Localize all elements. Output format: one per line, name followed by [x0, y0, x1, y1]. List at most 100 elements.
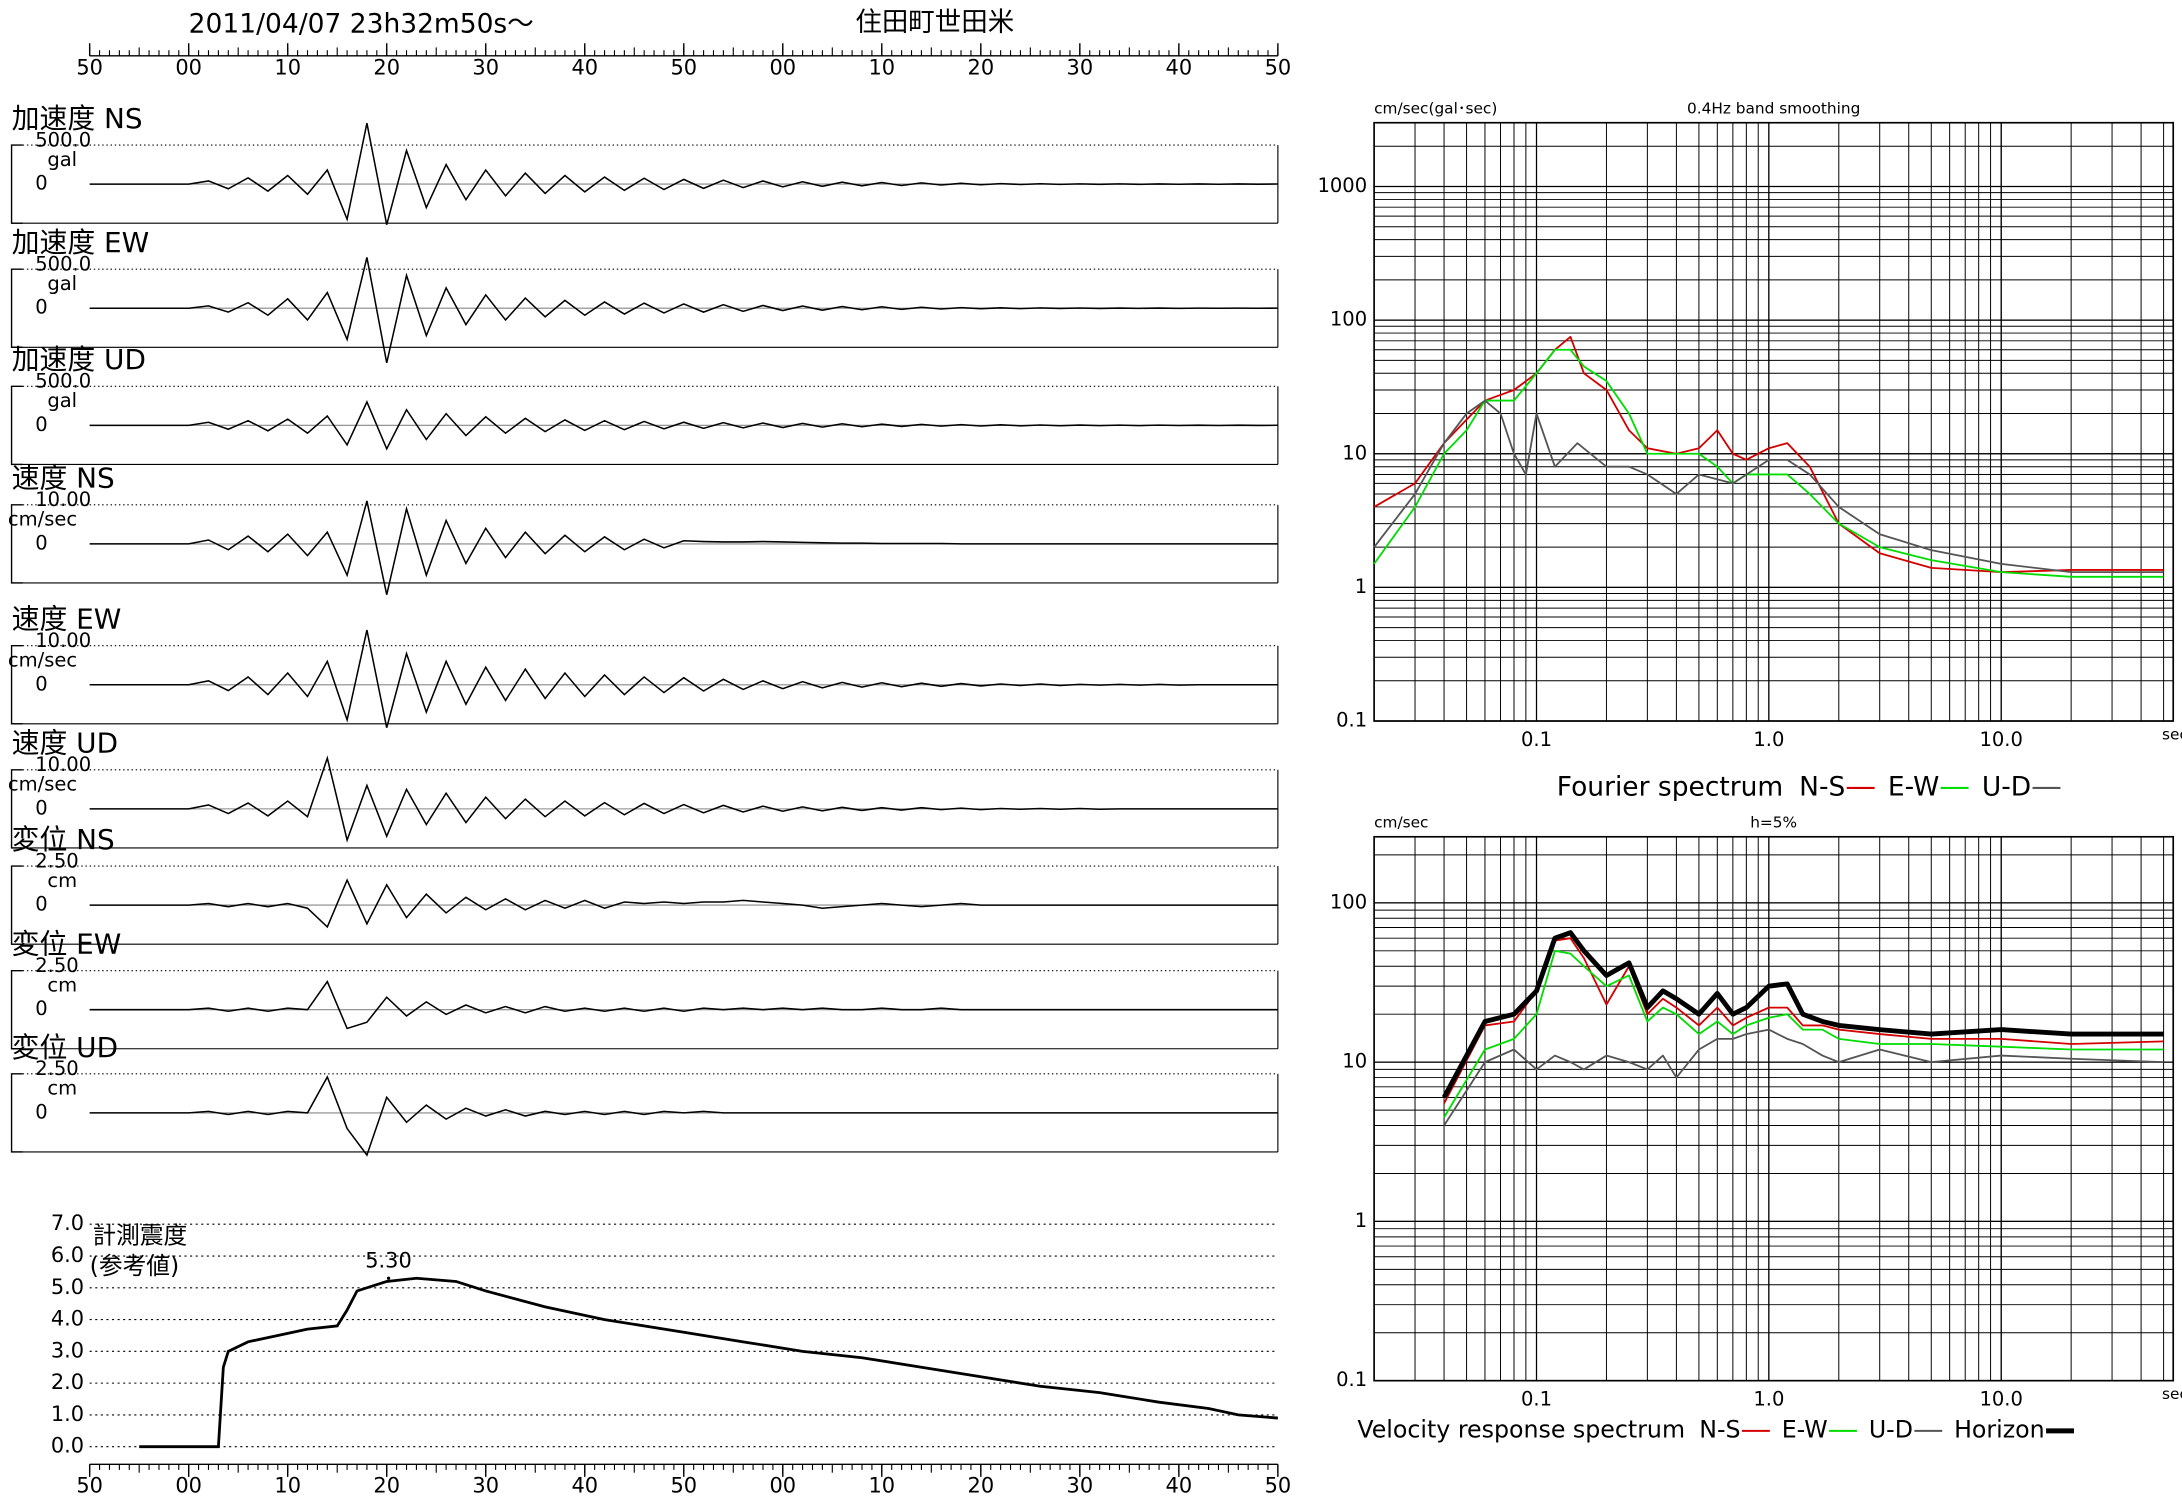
- waveform: [89, 257, 1278, 364]
- record-datetime: 2011/04/07 23h32m50s～: [189, 9, 534, 40]
- legend-label: N-S: [1699, 1415, 1740, 1443]
- y-tick-label: 0: [35, 1100, 47, 1123]
- y-tick-label: 0.0: [51, 1434, 84, 1458]
- spectrum-line: [1441, 930, 2164, 1099]
- x-tick-label: 10: [274, 1474, 301, 1498]
- y-tick-label: 500.0: [35, 252, 91, 275]
- y-tick-label: 0: [35, 172, 47, 195]
- legend-label: N-S: [1799, 771, 1845, 802]
- spectrum-line: [1373, 399, 2164, 574]
- y-tick-label: 2.50: [35, 954, 78, 977]
- x-tick-label: 30: [1067, 1474, 1094, 1498]
- x-tick-label: 40: [571, 55, 598, 79]
- x-tick-label: 0.1: [1521, 728, 1552, 751]
- x-tick-label: 50: [670, 55, 697, 79]
- y-tick-label: 100: [1330, 890, 1367, 913]
- y-tick-label: 5.0: [51, 1275, 84, 1299]
- chart-subtitle: h=5%: [1750, 813, 1797, 831]
- chart-title: 計測震度: [92, 1222, 187, 1250]
- x-tick-label: 50: [670, 1474, 697, 1498]
- waveform: [89, 1075, 1278, 1157]
- spectrum-line: [1443, 1028, 2164, 1127]
- x-tick-label: 00: [175, 1474, 202, 1498]
- legend-title: Velocity response spectrum: [1357, 1415, 1685, 1443]
- panel-unit: cm/sec: [8, 773, 77, 796]
- x-tick-label: 40: [1166, 55, 1193, 79]
- peak-label: 5.30: [365, 1249, 412, 1273]
- x-tick-label: 1.0: [1753, 728, 1784, 751]
- y-tick-label: 0: [35, 531, 47, 554]
- waveform: [89, 500, 1278, 595]
- x-tick-label: 10: [869, 55, 896, 79]
- y-tick-label: 10.00: [35, 488, 91, 511]
- waveform: [89, 400, 1278, 451]
- y-tick-label: 0: [35, 997, 47, 1020]
- y-tick-label: 1: [1355, 575, 1367, 598]
- chart-subtitle: (参考値): [90, 1252, 180, 1280]
- x-tick-label: 1.0: [1753, 1388, 1784, 1411]
- y-axis-label: cm/sec(gal･sec): [1374, 99, 1497, 117]
- legend-label: U-D: [1982, 771, 2031, 802]
- y-tick-label: 100: [1330, 308, 1367, 331]
- y-tick-label: 1: [1355, 1209, 1367, 1232]
- y-tick-label: 0: [35, 893, 47, 916]
- y-tick-label: 7.0: [51, 1211, 84, 1235]
- legend-label: E-W: [1782, 1415, 1828, 1443]
- x-tick-label: 10: [274, 55, 301, 79]
- x-tick-label: 50: [1265, 55, 1292, 79]
- spectrum-line: [1373, 348, 2164, 578]
- y-tick-label: 3.0: [51, 1338, 84, 1362]
- legend-label: E-W: [1888, 771, 1939, 802]
- y-tick-label: 1.0: [51, 1402, 84, 1426]
- x-tick-label: 20: [373, 1474, 400, 1498]
- y-tick-label: 1000: [1317, 174, 1367, 197]
- panel-name: 変位 UD: [12, 1031, 118, 1064]
- y-tick-label: 0.1: [1336, 709, 1367, 732]
- y-tick-label: 0.1: [1336, 1368, 1367, 1391]
- panel-name: 加速度 NS: [12, 102, 143, 135]
- x-tick-label: 50: [1265, 1474, 1292, 1498]
- panel-name: 速度 UD: [12, 727, 118, 760]
- waveform: [89, 755, 1278, 843]
- intensity-line: [139, 1276, 1278, 1449]
- station-name: 住田町世田米: [855, 7, 1014, 38]
- x-tick-label: 0.1: [1521, 1388, 1552, 1411]
- legend-label: Horizon: [1954, 1415, 2045, 1443]
- waveform: [89, 123, 1278, 225]
- peak-marker: [386, 1276, 391, 1280]
- panel-name: 変位 EW: [12, 928, 122, 961]
- x-tick-label: 00: [769, 1474, 796, 1498]
- spectrum-line: [1443, 937, 2164, 1104]
- panel-unit: cm: [47, 869, 77, 892]
- legend-label: U-D: [1869, 1415, 1913, 1443]
- panel-name: 加速度 UD: [12, 343, 146, 376]
- panel-name: 速度 NS: [12, 462, 115, 495]
- y-tick-label: 500.0: [35, 128, 91, 151]
- panel-name: 加速度 EW: [12, 226, 150, 259]
- y-tick-label: 0: [35, 672, 47, 695]
- y-tick-label: 10: [1342, 1050, 1367, 1073]
- y-tick-label: 2.50: [35, 849, 78, 872]
- y-tick-label: 10.00: [35, 629, 91, 652]
- x-tick-label: 10.0: [1979, 1388, 2022, 1411]
- y-tick-label: 0: [35, 796, 47, 819]
- x-tick-label: 40: [1166, 1474, 1193, 1498]
- waveform: [89, 980, 1278, 1030]
- y-tick-label: 10: [1342, 441, 1367, 464]
- y-tick-label: 2.50: [35, 1057, 78, 1080]
- y-tick-label: 6.0: [51, 1243, 84, 1267]
- waveform: [89, 629, 1278, 728]
- y-tick-label: 0: [35, 296, 47, 319]
- panel-unit: cm/sec: [8, 649, 77, 672]
- chart-subtitle: 0.4Hz band smoothing: [1687, 99, 1860, 117]
- x-tick-label: 00: [175, 55, 202, 79]
- y-axis-label: cm/sec: [1374, 813, 1428, 831]
- panel-unit: gal: [47, 272, 77, 295]
- x-tick-label: 10: [869, 1474, 896, 1498]
- x-axis-label: sec: [2162, 725, 2182, 743]
- y-tick-label: 2.0: [51, 1370, 84, 1394]
- x-tick-label: 00: [769, 55, 796, 79]
